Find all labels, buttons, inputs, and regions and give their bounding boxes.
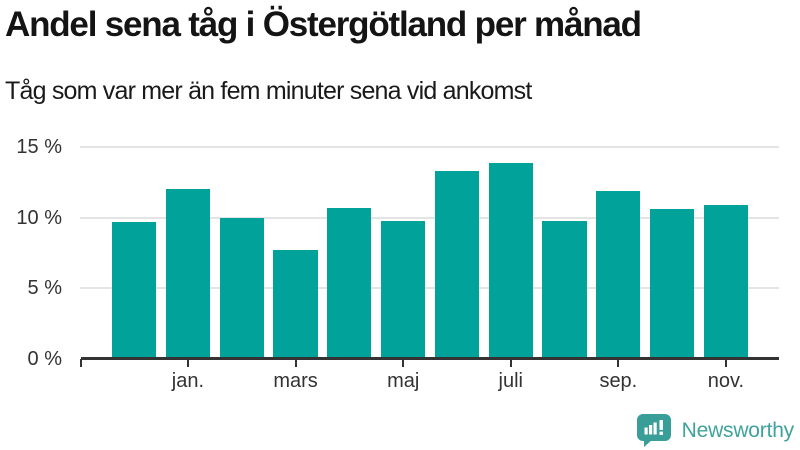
x-slot-dec. <box>112 359 156 399</box>
x-axis-label-mars: mars <box>273 370 318 392</box>
x-slot-jan.: jan. <box>166 359 210 399</box>
x-slot-juni <box>435 359 479 399</box>
x-slot-aug. <box>542 359 586 399</box>
bar-feb. <box>219 217 264 359</box>
newsworthy-logo-text: Newsworthy <box>681 418 795 442</box>
bar-okt. <box>649 209 695 359</box>
newsworthy-logo-icon <box>636 414 671 447</box>
x-slot-sep.: sep. <box>596 359 640 399</box>
bar-nov. <box>703 204 749 359</box>
x-slot-feb. <box>220 359 264 399</box>
bar-maj <box>380 220 426 359</box>
y-axis-label-5: 5 % <box>27 277 62 300</box>
bar-aug. <box>542 220 587 359</box>
x-axis-label-maj: maj <box>387 370 420 392</box>
chart-subtitle: Tåg som var mer än fem minuter sena vid … <box>5 77 532 105</box>
x-tick-mark-jan. <box>186 359 189 367</box>
gridline-10 <box>80 216 779 219</box>
x-slot-okt. <box>650 359 694 399</box>
x-tick-mark-dec. <box>133 359 135 367</box>
x-slot-maj: maj <box>381 359 425 399</box>
x-tick-mark-aug. <box>564 359 566 367</box>
bar-sep. <box>596 190 641 359</box>
x-axis-start-tick <box>80 359 82 367</box>
gridline-15 <box>80 146 779 148</box>
x-tick-mark-nov. <box>724 359 727 367</box>
x-slot-mars: mars <box>273 359 318 399</box>
y-axis-label-0: 0 % <box>27 348 62 370</box>
x-slot-juli: juli <box>489 359 533 399</box>
bar-jan. <box>165 189 211 359</box>
x-tick-mark-maj <box>402 359 405 367</box>
x-axis-line <box>81 357 779 360</box>
x-axis-tick-labels: jan. mars maj juli sep. nov. <box>81 359 779 399</box>
y-axis-label-15: 15 % <box>16 136 62 158</box>
bar-apr. <box>327 207 372 359</box>
bar-juni <box>434 171 480 359</box>
x-tick-mark-okt. <box>671 359 673 367</box>
x-tick-mark-sep. <box>617 359 620 367</box>
bar-juli <box>488 162 533 359</box>
x-slot-nov.: nov. <box>704 359 748 399</box>
x-tick-mark-juli <box>509 359 512 367</box>
x-slot-apr. <box>327 359 371 399</box>
bar-dec. <box>112 221 157 359</box>
x-tick-mark-feb. <box>241 359 243 367</box>
chart-title: Andel sena tåg i Östergötland per månad <box>5 5 642 44</box>
x-tick-mark-mars <box>294 359 297 367</box>
bar-mars <box>273 250 318 359</box>
x-axis-label-juli: juli <box>498 370 523 392</box>
bars-container <box>81 147 779 359</box>
x-tick-mark-juni <box>456 359 458 367</box>
x-axis-label-jan.: jan. <box>171 370 205 392</box>
y-axis-label-10: 10 % <box>16 206 62 229</box>
gridline-5 <box>80 287 779 290</box>
x-axis-label-sep.: sep. <box>599 370 638 392</box>
newsworthy-logo[interactable]: Newsworthy <box>636 414 795 447</box>
x-tick-mark-apr. <box>348 359 350 367</box>
x-axis-label-nov.: nov. <box>707 370 745 392</box>
